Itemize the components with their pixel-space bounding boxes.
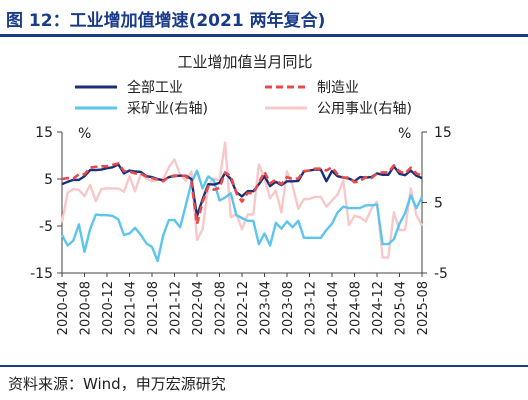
x-tick-label: 2021-04 [124, 281, 139, 335]
series-line-1 [61, 162, 423, 226]
left-tick-label: 5 [44, 172, 53, 188]
left-tick-label: -5 [39, 219, 53, 235]
left-tick-label: 15 [35, 125, 53, 141]
series-line-3 [60, 141, 424, 259]
x-tick-label: 2020-04 [56, 281, 71, 335]
x-tick-label: 2022-04 [191, 281, 206, 335]
legend-label-2: 采矿业(右轴) [127, 101, 208, 117]
title-divider [0, 34, 528, 37]
x-tick-label: 2025-04 [394, 281, 409, 335]
series-layer [60, 141, 424, 263]
series-line-0 [61, 163, 423, 218]
source-divider [0, 365, 528, 367]
source-note: 资料来源：Wind，申万宏源研究 [8, 375, 226, 393]
x-tick-label: 2021-12 [169, 281, 184, 335]
x-tick-label: 2022-12 [236, 281, 251, 335]
x-tick-label: 2021-08 [146, 281, 161, 335]
figure-title: 图 12：工业增加值增速(2021 两年复合) [6, 11, 326, 31]
right-tick-label: 15 [434, 125, 452, 141]
x-tick-label: 2025-08 [416, 281, 431, 335]
x-tick-label: 2020-12 [101, 281, 116, 335]
x-tick-label: 2024-08 [349, 281, 364, 335]
x-tick-label: 2022-08 [214, 281, 229, 335]
legend-label-0: 全部工业 [127, 79, 183, 96]
x-tick-label: 2024-04 [326, 281, 341, 335]
right-tick-label: 5 [434, 196, 443, 212]
legend-label-3: 公用事业(右轴) [317, 101, 412, 117]
axes: 15 5 -5 -15 15 5 -5 2020-04 2020-08 2020-12 2021-0… [30, 125, 452, 335]
x-tick-label: 2024-12 [371, 281, 386, 335]
chart-title: 工业增加值当月同比 [177, 53, 312, 71]
legend-label-1: 制造业 [317, 80, 359, 96]
left-tick-label: -15 [30, 266, 53, 282]
x-tick-label: 2023-08 [281, 281, 296, 335]
series-line-2 [60, 169, 424, 263]
x-tick-label: 2023-12 [304, 281, 319, 335]
right-tick-label: -5 [434, 266, 448, 282]
x-tick-label: 2020-08 [79, 281, 94, 335]
x-tick-label: 2023-04 [259, 281, 274, 335]
right-unit-label: % [398, 126, 411, 142]
left-unit-label: % [78, 126, 91, 142]
